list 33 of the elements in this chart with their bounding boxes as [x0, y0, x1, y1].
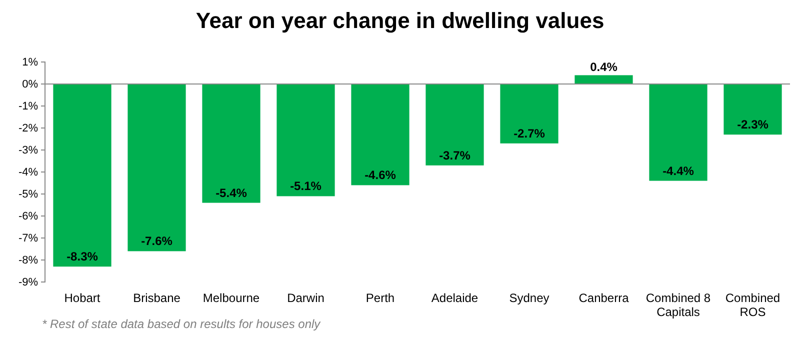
text: * Rest of state data based on results for houses only: [42, 317, 322, 331]
data-label: -5.1%: [290, 179, 322, 194]
data-label: -4.4%: [662, 164, 694, 178]
y-tick-label: -8%: [18, 254, 38, 267]
data-label: -5.4%: [216, 186, 248, 200]
data-label: -2.3%: [737, 118, 769, 132]
y-tick-label: -1%: [18, 100, 38, 113]
y-tick-label: -6%: [18, 210, 38, 223]
x-tick-label: Combined 8 Capitals: [646, 291, 711, 319]
y-tick-label: -5%: [18, 188, 38, 201]
y-tick-label: -3%: [18, 144, 38, 157]
y-tick-label: 1%: [22, 56, 38, 69]
data-label: -3.7%: [439, 148, 471, 162]
x-tick-label: Darwin: [287, 291, 324, 305]
x-tick-label: Perth: [366, 291, 395, 305]
y-tick-label: -4%: [18, 166, 38, 179]
x-tick-label: Sydney: [509, 291, 550, 305]
data-label: -8.3%: [66, 250, 98, 264]
data-label: 0.4%: [590, 60, 618, 74]
data-label: -7.6%: [141, 234, 173, 248]
y-tick-label: -2%: [18, 122, 38, 135]
x-tick-label: Hobart: [64, 291, 101, 305]
chart-title: Year on year change in dwelling values: [196, 8, 604, 33]
data-label: -2.7%: [514, 126, 546, 140]
x-tick-label: Combined ROS: [725, 291, 780, 319]
y-tick-label: -9%: [18, 276, 38, 289]
x-tick-label: Canberra: [578, 291, 630, 305]
data-label: -4.6%: [364, 168, 396, 182]
y-tick-label: -7%: [18, 232, 38, 245]
y-tick-label: 0%: [22, 78, 38, 91]
x-tick-label: Adelaide: [431, 291, 478, 305]
x-tick-label: Melbourne: [202, 291, 260, 305]
x-tick-label: Brisbane: [133, 291, 181, 305]
